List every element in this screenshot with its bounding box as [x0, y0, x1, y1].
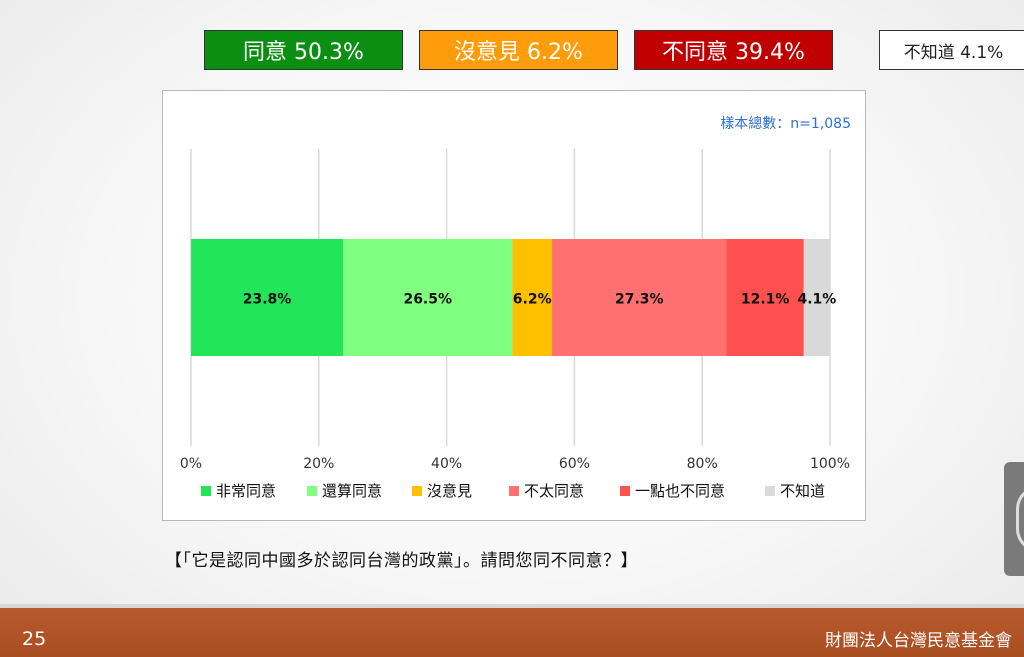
bar-segment: [343, 239, 513, 356]
summary-unknown-box: 不知道 4.1%: [879, 30, 1024, 70]
data-label: 6.2%: [513, 292, 552, 308]
bar-segment: [552, 239, 727, 356]
summary-disagree-box: 不同意 39.4%: [634, 30, 833, 70]
summary-neutral-box: 沒意見 6.2%: [419, 30, 618, 70]
bar-segment: [726, 239, 804, 356]
legend-swatch: [765, 486, 775, 496]
data-label: 4.1%: [797, 292, 836, 308]
legend-label: 還算同意: [322, 482, 382, 500]
data-label: 26.5%: [403, 292, 452, 308]
legend-label: 不太同意: [524, 482, 584, 500]
summary-agree-box: 同意 50.3%: [204, 30, 403, 70]
legend-label: 沒意見: [427, 482, 472, 500]
data-label: 23.8%: [243, 292, 292, 308]
legend-label: 不知道: [780, 482, 825, 500]
x-tick-label: 20%: [303, 456, 334, 472]
bar-segment: [191, 239, 344, 356]
x-tick-label: 0%: [180, 456, 202, 472]
side-tab-decoration: [1004, 462, 1024, 576]
sample-size-label: 樣本總數：n=1,085: [720, 115, 851, 132]
legend-swatch: [620, 486, 630, 496]
survey-question: 【「它是認同中國多於認同台灣的政黨」。請問您同不同意？】: [165, 551, 638, 571]
organization-name: 財團法人台灣民意基金會: [825, 631, 1012, 651]
x-tick-label: 60%: [559, 456, 590, 472]
x-tick-label: 80%: [687, 456, 718, 472]
stacked-bar-chart: 樣本總數：n=1,085 0% 20% 40% 60% 80% 100% 23.8% 26.5%…: [180, 115, 851, 500]
legend-swatch: [509, 486, 519, 496]
bar-segment: [803, 239, 830, 356]
legend-label: 一點也不同意: [635, 482, 725, 500]
side-tab-icon: [1016, 486, 1024, 552]
x-tick-label: 100%: [810, 456, 850, 472]
x-tick-label: 40%: [431, 456, 462, 472]
bar-segment: [512, 239, 553, 356]
legend-label: 非常同意: [216, 482, 276, 500]
legend-swatch: [307, 486, 317, 496]
data-label: 12.1%: [741, 292, 790, 308]
legend-swatch: [201, 486, 211, 496]
page-number: 25: [22, 628, 47, 650]
chart-panel: 樣本總數：n=1,085 0% 20% 40% 60% 80% 100% 23.8% 26.5%…: [162, 90, 866, 521]
data-label: 27.3%: [615, 292, 664, 308]
legend-swatch: [412, 486, 422, 496]
footer-bar: 25 財團法人台灣民意基金會: [0, 604, 1024, 657]
